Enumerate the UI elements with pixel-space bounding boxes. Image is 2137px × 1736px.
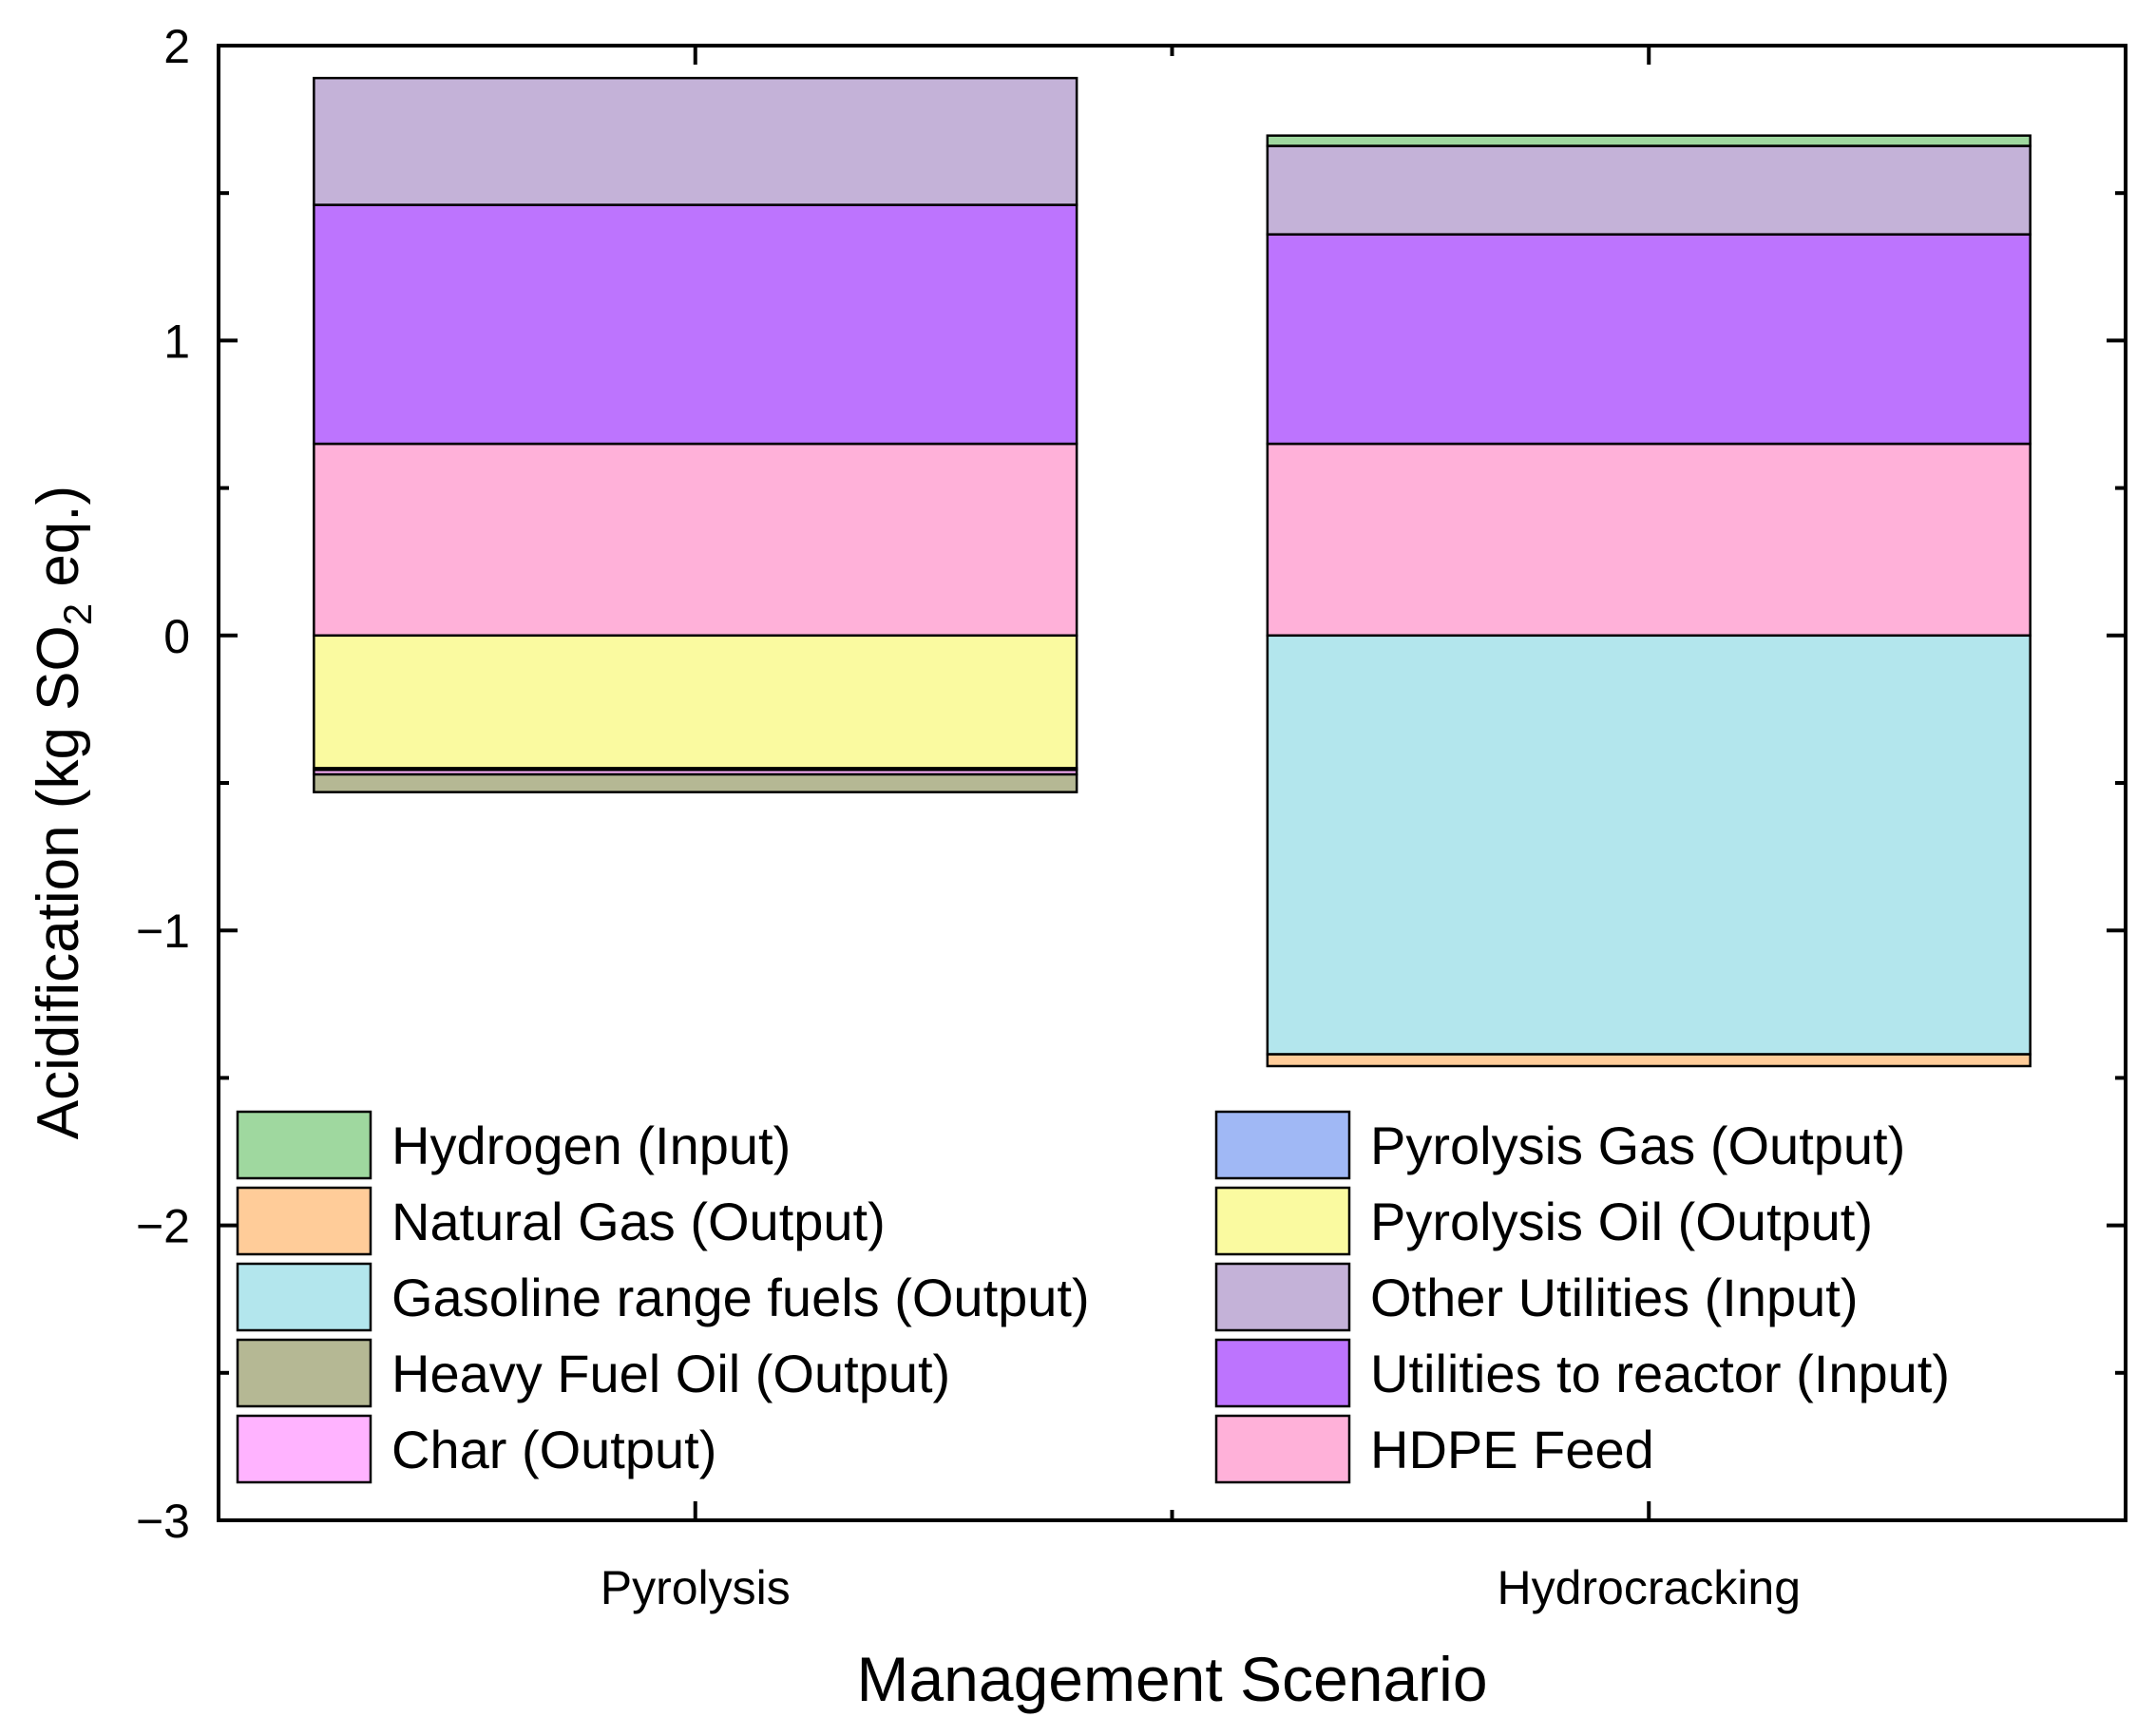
bar-segment-hydrocracking-natural-gas-output	[1266, 1053, 2032, 1068]
legend-item-pyrolysis-oil-output: Pyrolysis Oil (Output)	[1214, 1186, 1873, 1256]
legend-label: Natural Gas (Output)	[391, 1192, 886, 1251]
x-tick-label-hydrocracking: Hydrocracking	[1497, 1561, 1801, 1614]
y-tick-label: 2	[163, 20, 190, 73]
legend-label: Gasoline range fuels (Output)	[391, 1268, 1090, 1327]
y-tick-label: 1	[163, 315, 190, 368]
legend-swatch	[1214, 1262, 1351, 1332]
legend-swatch	[236, 1110, 372, 1180]
legend-item-gasoline-range-fuels-output: Gasoline range fuels (Output)	[236, 1262, 1090, 1332]
bar-segment-pyrolysis-utilities-to-reactor-input	[313, 203, 1078, 446]
legend-label: Char (Output)	[391, 1420, 716, 1479]
legend-item-pyrolysis-gas-output: Pyrolysis Gas (Output)	[1214, 1110, 1905, 1180]
legend-swatch	[1214, 1338, 1351, 1408]
y-tick-label: −1	[136, 905, 190, 958]
x-tick-label-pyrolysis: Pyrolysis	[601, 1561, 791, 1614]
axes-layer: −3 −2 −1 0 1 2 Pyrolysis Hydrocracking	[136, 20, 2127, 1614]
legend-label: Utilities to reactor (Input)	[1370, 1344, 1950, 1403]
legend-item-natural-gas-output: Natural Gas (Output)	[236, 1186, 886, 1256]
legend-item-hydrogen-input: Hydrogen (Input)	[236, 1110, 791, 1180]
legend-label: Pyrolysis Gas (Output)	[1370, 1116, 1905, 1175]
bars-layer	[313, 76, 2032, 1068]
legend-label: HDPE Feed	[1370, 1420, 1654, 1479]
y-tick-label: −2	[136, 1200, 190, 1253]
legend-swatch	[1214, 1110, 1351, 1180]
legend-swatch	[236, 1414, 372, 1484]
y-axis-title-suffix: eq.)	[26, 486, 91, 603]
legend: Hydrogen (Input) Natural Gas (Output) Gaso…	[236, 1110, 1950, 1484]
x-axis-title: Management Scenario	[856, 1644, 1487, 1714]
legend-swatch	[236, 1262, 372, 1332]
y-tick-label: 0	[163, 610, 190, 663]
legend-label: Other Utilities (Input)	[1370, 1268, 1859, 1327]
bar-segment-pyrolysis-heavy-fuel-oil-output	[313, 773, 1078, 793]
bar-segment-hydrocracking-hdpe-feed	[1266, 442, 2032, 638]
y-axis-title-prefix: Acidification (kg SO	[26, 625, 91, 1139]
legend-item-heavy-fuel-oil-output: Heavy Fuel Oil (Output)	[236, 1338, 950, 1408]
legend-label: Hydrogen (Input)	[391, 1116, 791, 1175]
legend-label: Pyrolysis Oil (Output)	[1370, 1192, 1873, 1251]
bar-segment-hydrocracking-hydrogen-input	[1266, 134, 2032, 147]
y-tick-label: −3	[136, 1495, 190, 1548]
bar-segment-hydrocracking-gasoline-range-fuels-output	[1266, 634, 2032, 1056]
bar-segment-pyrolysis-pyrolysis-oil-output	[313, 634, 1078, 770]
y-axis-title-subscript: 2	[55, 603, 100, 625]
legend-swatch	[236, 1338, 372, 1408]
legend-item-char-output: Char (Output)	[236, 1414, 716, 1484]
bar-segment-pyrolysis-hdpe-feed	[313, 442, 1078, 638]
legend-item-utilities-to-reactor-input: Utilities to reactor (Input)	[1214, 1338, 1950, 1408]
bar-segment-pyrolysis-other-utilities-input	[313, 76, 1078, 206]
legend-item-other-utilities-input: Other Utilities (Input)	[1214, 1262, 1859, 1332]
legend-label: Heavy Fuel Oil (Output)	[391, 1344, 950, 1403]
legend-swatch	[1214, 1186, 1351, 1256]
legend-item-hdpe-feed: HDPE Feed	[1214, 1414, 1654, 1484]
y-axis-title: Acidification (kg SO2 eq.)	[26, 486, 100, 1139]
bar-segment-hydrocracking-utilities-to-reactor-input	[1266, 233, 2032, 446]
legend-swatch	[1214, 1414, 1351, 1484]
bar-segment-hydrocracking-other-utilities-input	[1266, 144, 2032, 236]
legend-swatch	[236, 1186, 372, 1256]
